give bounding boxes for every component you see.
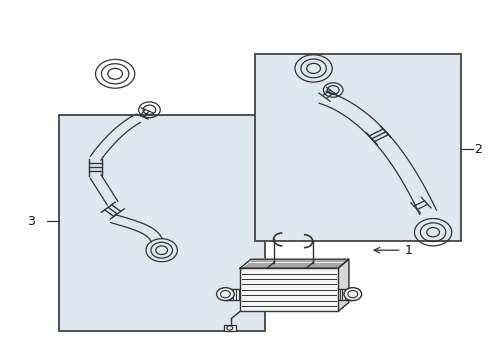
Bar (224, 325, 236, 331)
Circle shape (344, 288, 362, 301)
Text: 3: 3 (27, 215, 35, 228)
Text: 1: 1 (404, 244, 412, 257)
Text: 2: 2 (474, 143, 482, 156)
Bar (240, 268, 338, 311)
Polygon shape (240, 259, 349, 268)
Circle shape (227, 326, 233, 330)
Polygon shape (338, 259, 349, 311)
Circle shape (217, 288, 234, 301)
Bar (255, 54, 461, 241)
Bar (59, 115, 265, 331)
